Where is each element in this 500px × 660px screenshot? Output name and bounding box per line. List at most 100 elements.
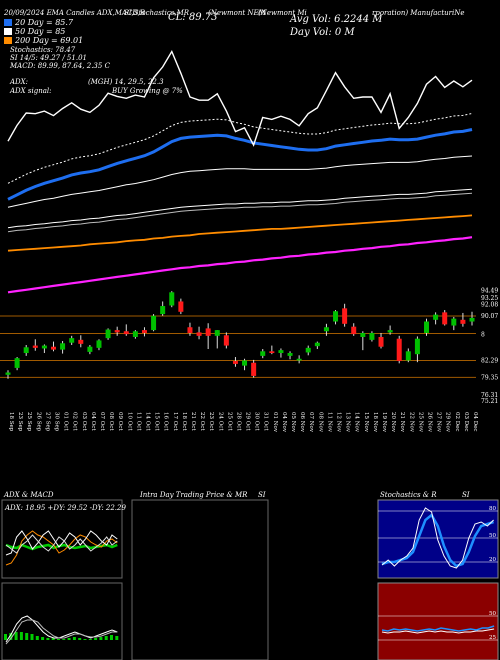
x-axis-label: 26 Nov (427, 412, 433, 433)
candle-body (433, 314, 439, 320)
macd-histogram-bar (99, 637, 103, 640)
ema-200-line (7, 214, 473, 252)
x-axis-label: 10 Oct (126, 412, 132, 431)
adx-series-line (5, 530, 118, 556)
candle-body (114, 330, 120, 333)
x-axis-label: 07 Oct (99, 412, 105, 431)
x-axis-label: 29 Oct (245, 412, 251, 431)
candle-body (5, 372, 11, 375)
candle-body (396, 338, 402, 362)
candle-body (96, 340, 102, 348)
legend-50-day: 50 Day = 85 (4, 27, 65, 36)
ema-50-line (7, 155, 473, 208)
close-price-label: CL: 89.73 (168, 12, 218, 23)
si-value: SI 14/5: 49.27 / 51.01 (10, 54, 87, 62)
candle-body (141, 330, 147, 333)
x-axis-label: 25 Sep (26, 412, 32, 432)
ema-20-line (7, 128, 473, 201)
candle-body (178, 301, 184, 312)
candle-body (87, 346, 93, 352)
stoch-d-line (381, 513, 494, 568)
macd-histogram-bar (41, 637, 45, 640)
candle-body (151, 315, 157, 331)
x-axis-label: 21 Nov (399, 412, 405, 433)
macd-histogram-bar (115, 636, 119, 640)
price-axis-label: 75.21 (481, 398, 498, 405)
candle-body (50, 346, 56, 350)
candle-body (69, 338, 75, 343)
x-axis-label: 18 Oct (181, 412, 187, 431)
stochastics-panel-box (377, 499, 499, 579)
macd-histogram-bar (4, 634, 7, 640)
intraday-panel-box (131, 499, 269, 660)
candle-body (242, 360, 248, 366)
x-axis-label: 25 Nov (417, 412, 423, 433)
x-axis-label: 04 Nov (281, 412, 287, 433)
x-axis-label: 08 Nov (317, 412, 323, 433)
candle-body (223, 335, 229, 346)
macd-histogram-bar (25, 633, 29, 640)
candle-body (387, 330, 393, 333)
macd-histogram-bar (19, 632, 23, 640)
x-axis-label: 17 Oct (172, 412, 178, 431)
adx-panel-title: ADX & MACD (4, 491, 54, 499)
x-axis-label: 18 Sep (8, 412, 14, 432)
candle-body (333, 311, 339, 322)
adx-series-line (5, 534, 118, 554)
signal-dotted-line (7, 113, 473, 184)
x-axis-label: 20 Nov (390, 412, 396, 433)
adx-panel-values: ADX: 18.95 +DY: 29.52 -DY: 22.29 (4, 504, 126, 512)
candle-body (278, 350, 284, 354)
day-volume-label: Day Vol: 0 M (290, 27, 355, 38)
macd-value: MACD: 89.99, 87.64, 2.35 C (10, 62, 110, 70)
candle-body (424, 321, 430, 333)
candle-body (296, 358, 302, 361)
legend-20-day: 20 Day = 85.7 (4, 18, 73, 27)
x-axis-label: 03 Oct (81, 412, 87, 431)
candle-body (451, 318, 457, 326)
candle-body (169, 292, 175, 306)
candle-body (460, 319, 466, 324)
macd-histogram-bar (62, 639, 66, 640)
price-axis-label: 90.07 (481, 313, 498, 320)
x-axis-label: 23 Oct (208, 412, 214, 431)
x-axis-label: 19 Nov (381, 412, 387, 433)
chart-header-indicators: SI,Stochastics,MR (124, 9, 190, 17)
x-axis-label: 24 Oct (217, 412, 223, 431)
x-axis-label: 27 Nov (436, 412, 442, 433)
legend-swatch-50 (4, 28, 12, 35)
x-axis-label: 31 Oct (263, 412, 269, 431)
legend-swatch-200 (4, 37, 12, 44)
x-axis-label: 13 Nov (345, 412, 351, 433)
x-axis-label: 30 Sep (53, 412, 59, 432)
legend-200-day: 200 Day = 69.01 (4, 36, 83, 45)
x-axis-label: 26 Sep (35, 412, 41, 432)
price-axis-label: 8 (481, 332, 485, 339)
intraday-panel-title: Intra Day Trading Price & MR (140, 491, 248, 499)
stoch-k-line (381, 507, 494, 569)
price-axis-label: 92.08 (481, 301, 498, 308)
candle-body (78, 339, 84, 344)
chart-header-title: 20/09/2024 EMA Candles ADX,MACD,R (4, 9, 146, 17)
adx-series-line (5, 543, 118, 551)
candle-body (196, 332, 202, 336)
ema-100b-line (7, 188, 473, 229)
candle-body (369, 332, 375, 340)
adx-series-line (5, 530, 118, 566)
x-axis-label: 15 Nov (363, 412, 369, 433)
adx-signal-label: ADX signal: (10, 87, 52, 95)
candle-body (469, 317, 475, 322)
candle-body (60, 343, 66, 350)
price-axis-label: 93.25 (481, 295, 498, 302)
macd-histogram-bar (72, 637, 76, 640)
chart-header-corporation: rporation) ManufacturiNe (372, 9, 465, 17)
candle-body (132, 331, 138, 337)
x-axis-label: 11 Nov (326, 412, 332, 433)
x-axis-label: 25 Oct (226, 412, 232, 431)
candle-body (251, 362, 257, 376)
stochastics-value: Stochastics: 78.47 (10, 46, 76, 54)
candle-body (305, 347, 311, 353)
stoch-panel-si: SI (462, 491, 470, 499)
candle-body (287, 353, 293, 356)
